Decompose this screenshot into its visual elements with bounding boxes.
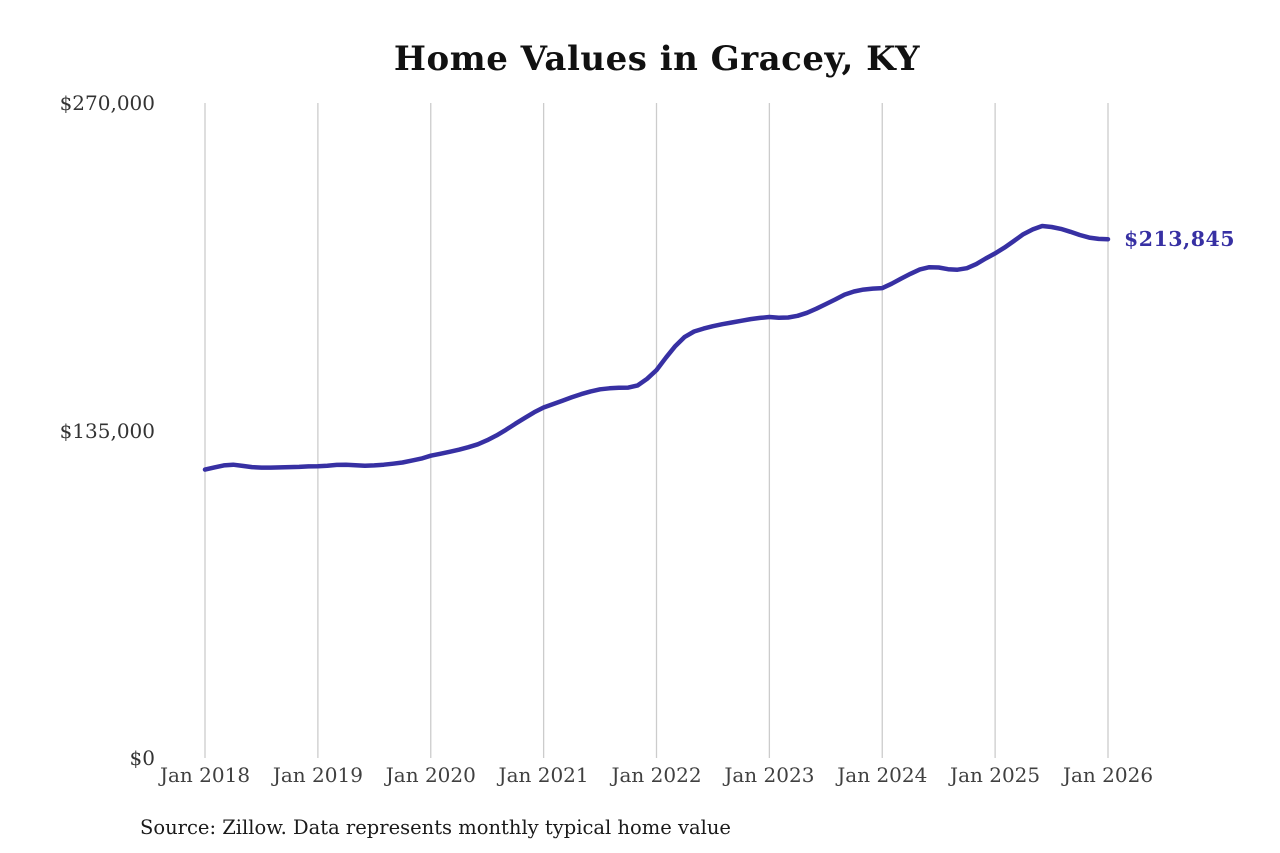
x-tick-label: Jan 2022 <box>611 763 702 787</box>
x-tick-label: Jan 2026 <box>1062 763 1154 787</box>
x-tick-label: Jan 2025 <box>950 763 1041 787</box>
chart-title: Home Values in Gracey, KY <box>393 39 921 79</box>
y-tick-label: $0 <box>129 746 155 770</box>
x-tick-label: Jan 2018 <box>159 763 251 787</box>
x-tick-label: Jan 2023 <box>724 763 815 787</box>
x-tick-label: Jan 2021 <box>498 763 589 787</box>
y-tick-label: $135,000 <box>59 418 155 443</box>
source-note: Source: Zillow. Data represents monthly … <box>140 816 731 839</box>
x-tick-label: Jan 2019 <box>272 763 363 787</box>
latest-value-label: $213,845 <box>1124 227 1235 252</box>
y-tick-label: $270,000 <box>59 91 155 115</box>
home-value-line <box>202 223 1111 472</box>
x-tick-label: Jan 2020 <box>385 763 476 787</box>
x-tick-label: Jan 2024 <box>837 763 928 787</box>
